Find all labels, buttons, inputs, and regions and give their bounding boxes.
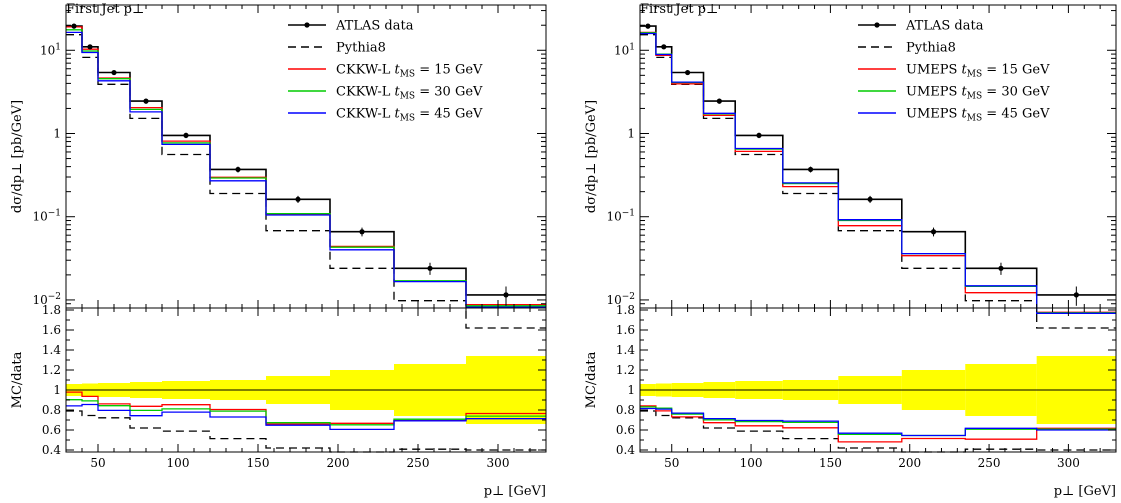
ratio-tick-label: 1.8: [616, 303, 635, 317]
ratio-tick-label: 1: [53, 383, 61, 397]
series-line-4: [640, 32, 1116, 314]
y-tick-label: 1: [627, 126, 635, 140]
ratio-line-1: [640, 410, 1116, 453]
ratio-tick-label: 1.8: [42, 303, 61, 317]
series-line-1: [640, 34, 1116, 329]
chart-title: First Jet p⊥: [66, 2, 144, 17]
ratio-tick-label: 1.2: [42, 363, 61, 377]
y-axis-ticks: [640, 10, 1116, 451]
data-point: [661, 44, 667, 50]
data-point: [235, 166, 241, 173]
x-tick-label: 100: [740, 456, 763, 470]
data-point: [716, 98, 722, 104]
data-point: [807, 166, 814, 173]
x-tick-label: 300: [1057, 456, 1080, 470]
series-line-1: [66, 34, 546, 329]
x-axis-label: p⊥ [GeV]: [1054, 484, 1116, 499]
ratio-line-4: [66, 403, 546, 431]
data-point: [183, 132, 189, 138]
data-point: [685, 69, 691, 76]
data-point: [143, 98, 149, 104]
legend-entry: CKKW-L tMS = 30 GeV: [336, 85, 483, 102]
data-point: [930, 229, 937, 235]
x-tick-label: 300: [487, 456, 510, 470]
atlas-data-points: [71, 23, 509, 306]
main-plot-frame: [639, 4, 1117, 309]
x-tick-label: 200: [327, 456, 350, 470]
ratio-tick-label: 0.4: [42, 443, 61, 457]
legend-entry: CKKW-L tMS = 45 GeV: [336, 107, 483, 124]
atlas-data-points: [645, 23, 1079, 306]
chart-panel-1: First Jet p⊥50 100 150 200 250 30010−210−1110…: [10, 2, 547, 499]
x-axis-ticks: [639, 5, 1117, 452]
data-point: [867, 196, 873, 202]
y-tick-label: 101: [40, 42, 61, 57]
x-tick-label: 150: [819, 456, 842, 470]
x-tick-label: 250: [978, 456, 1001, 470]
data-point: [87, 44, 93, 50]
data-point: [503, 292, 509, 298]
data-point: [359, 229, 365, 235]
main-plot-frame: [65, 4, 547, 309]
ratio-axis-label: MC/data: [584, 351, 599, 408]
y-axis-label: dσ/dp⊥ [pb/GeV]: [10, 100, 25, 213]
ratio-tick-label: 1.6: [42, 323, 61, 337]
y-tick-label: 1: [53, 126, 61, 140]
ratio-tick-label: 0.8: [42, 403, 61, 417]
legend-entry: UMEPS tMS = 30 GeV: [906, 85, 1050, 102]
legend: ATLAS data Pythia8 UMEPS tMS = 15 GeV UMEPS…: [858, 19, 1050, 124]
y-tick-label: 10−1: [32, 209, 61, 224]
x-axis-label: p⊥ [GeV]: [484, 484, 546, 499]
data-point: [645, 23, 651, 29]
x-tick-label: 50: [90, 456, 105, 470]
data-point: [998, 265, 1004, 271]
legend-marker: [304, 22, 310, 28]
legend-entry: Pythia8: [906, 41, 956, 56]
chart-panel-2: First Jet p⊥50 100 150 200 250 30010−210−1110…: [584, 2, 1117, 499]
legend-entry: UMEPS tMS = 15 GeV: [906, 63, 1050, 80]
x-tick-label: 200: [898, 456, 921, 470]
series-line-4: [66, 31, 546, 308]
data-point: [71, 23, 77, 29]
ratio-tick-label: 1.6: [616, 323, 635, 337]
x-tick-label: 150: [247, 456, 270, 470]
legend-entry: CKKW-L tMS = 15 GeV: [336, 63, 483, 80]
ratio-tick-label: 1: [627, 383, 635, 397]
y-tick-label: 10−1: [606, 209, 635, 224]
legend-entry: ATLAS data: [905, 19, 984, 34]
ratio-line-3: [66, 399, 546, 426]
ratio-line-4: [640, 407, 1116, 437]
legend-entry: ATLAS data: [335, 19, 414, 34]
ratio-tick-label: 1.4: [42, 343, 61, 357]
ratio-tick-label: 1.2: [616, 363, 635, 377]
data-point: [111, 69, 117, 76]
ratio-tick-label: 0.6: [616, 423, 635, 437]
data-point: [427, 265, 433, 271]
legend-entry: UMEPS tMS = 45 GeV: [906, 107, 1050, 124]
chart-title: First Jet p⊥: [640, 2, 718, 17]
ratio-axis-label: MC/data: [10, 351, 25, 408]
legend: ATLAS data Pythia8 CKKW-L tMS = 15 GeV CKKW…: [288, 19, 483, 124]
y-axis-label: dσ/dp⊥ [pb/GeV]: [584, 100, 599, 213]
ratio-tick-label: 0.4: [616, 443, 635, 457]
ratio-tick-label: 1.4: [616, 343, 635, 357]
ratio-tick-label: 0.6: [42, 423, 61, 437]
data-point: [1073, 292, 1079, 298]
x-axis-ticks: [65, 5, 547, 452]
y-tick-label: 101: [614, 42, 635, 57]
x-tick-label: 100: [167, 456, 190, 470]
legend-entry: Pythia8: [336, 41, 386, 56]
x-tick-label: 50: [664, 456, 679, 470]
data-point: [756, 132, 762, 138]
ratio-line-1: [66, 410, 546, 453]
legend-marker: [874, 22, 880, 28]
data-point: [295, 196, 301, 202]
x-tick-label: 250: [407, 456, 430, 470]
ratio-tick-label: 0.8: [616, 403, 635, 417]
y-axis-ticks: [66, 10, 546, 451]
